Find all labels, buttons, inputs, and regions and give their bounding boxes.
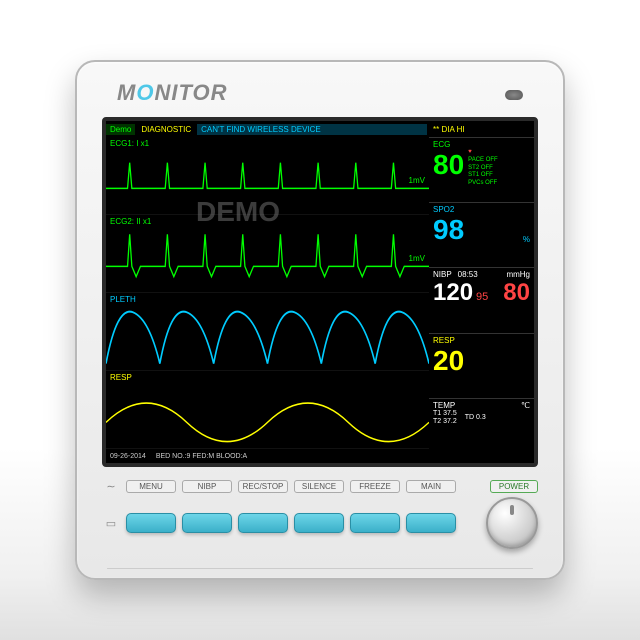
status-led-icon <box>505 90 523 100</box>
mode-badge: Demo <box>106 124 135 135</box>
button-labels-row: ∼ MENU NIBP REC/STOP SILENCE FREEZE MAIN… <box>102 480 538 493</box>
patient-info: BED NO.:9 FED:M BLOOD:A <box>156 453 247 460</box>
spo2-panel-label: SPO2 <box>433 205 530 214</box>
nibp-panel-label: NIBP <box>433 270 452 279</box>
button-row: ▭ <box>102 497 538 549</box>
numeric-panels: ** DIA HI ECG 80 ♥ PACE OFF ST2 OFF ST1 … <box>429 121 534 463</box>
date-text: 09-26-2014 <box>110 453 146 460</box>
ecg2-wave-row: ECG2: II x1 1mV <box>106 215 429 293</box>
warning-badge: CAN'T FIND WIRELESS DEVICE <box>197 124 427 135</box>
power-label: POWER <box>490 480 538 493</box>
nibp-sys: 120 <box>433 279 473 307</box>
diagnostic-badge: DIAGNOSTIC <box>137 124 195 135</box>
status-bar: Demo DIAGNOSTIC CAN'T FIND WIRELESS DEVI… <box>106 121 429 137</box>
battery-icon: ▭ <box>102 517 120 530</box>
main-label: MAIN <box>406 480 456 493</box>
footer-bar: 09-26-2014 BED NO.:9 FED:M BLOOD:A <box>106 449 429 463</box>
nibp-unit: mmHg <box>506 270 530 279</box>
temp-panel-label: TEMP <box>433 401 455 410</box>
control-panel: ∼ MENU NIBP REC/STOP SILENCE FREEZE MAIN… <box>102 480 538 540</box>
freeze-button[interactable] <box>350 513 400 533</box>
ac-icon: ∼ <box>102 480 120 493</box>
rotary-knob[interactable] <box>486 497 538 549</box>
ecg-panel: ECG 80 ♥ PACE OFF ST2 OFF ST1 OFF PVCs O… <box>429 137 534 202</box>
temp-td: TD 0.3 <box>465 414 486 422</box>
nibp-dia: 80 <box>503 279 530 307</box>
resp-panel-label: RESP <box>433 336 530 345</box>
temp-unit: ℃ <box>521 401 530 410</box>
nibp-panel: NIBP 08:53 mmHg 120 95 80 <box>429 267 534 332</box>
nibp-btn-label: NIBP <box>182 480 232 493</box>
temp-t2: T2 37.2 <box>433 418 457 426</box>
nibp-button[interactable] <box>182 513 232 533</box>
hr-value: 80 <box>433 151 464 188</box>
device-foot <box>107 568 533 578</box>
resp-wave-icon <box>106 371 429 448</box>
monitor-device: MONITOR Demo DIAGNOSTIC CAN'T FIND WIREL… <box>75 60 565 580</box>
ecg1-wave-icon <box>106 137 429 214</box>
spo2-unit: % <box>523 235 530 244</box>
resp-wave-row: RESP <box>106 371 429 449</box>
alarm-text: ** DIA HI <box>429 121 534 137</box>
main-button[interactable] <box>406 513 456 533</box>
silence-label: SILENCE <box>294 480 344 493</box>
ecg1-wave-row: ECG1: I x1 1mV <box>106 137 429 215</box>
display-screen: Demo DIAGNOSTIC CAN'T FIND WIRELESS DEVI… <box>102 117 538 467</box>
freeze-label: FREEZE <box>350 480 400 493</box>
menu-label: MENU <box>126 480 176 493</box>
rec-label: REC/STOP <box>238 480 288 493</box>
nibp-time: 08:53 <box>458 270 478 279</box>
resp-value: 20 <box>433 347 530 375</box>
silence-button[interactable] <box>294 513 344 533</box>
pleth-wave-icon <box>106 293 429 370</box>
ecg2-wave-icon <box>106 215 429 292</box>
ecg-panel-label: ECG <box>433 140 530 149</box>
temp-t1: T1 37.5 <box>433 410 457 418</box>
waveform-area: Demo DIAGNOSTIC CAN'T FIND WIRELESS DEVI… <box>106 121 429 463</box>
nibp-mean: 95 <box>476 291 488 303</box>
menu-button[interactable] <box>126 513 176 533</box>
brand-logo: MONITOR <box>117 80 228 106</box>
pleth-wave-row: PLETH <box>106 293 429 371</box>
resp-panel: RESP 20 <box>429 333 534 398</box>
spo2-value: 98 <box>433 216 530 244</box>
spo2-panel: SPO2 98 % <box>429 202 534 267</box>
rec-stop-button[interactable] <box>238 513 288 533</box>
temp-panel: TEMP ℃ T1 37.5 T2 37.2 TD 0.3 <box>429 398 534 463</box>
